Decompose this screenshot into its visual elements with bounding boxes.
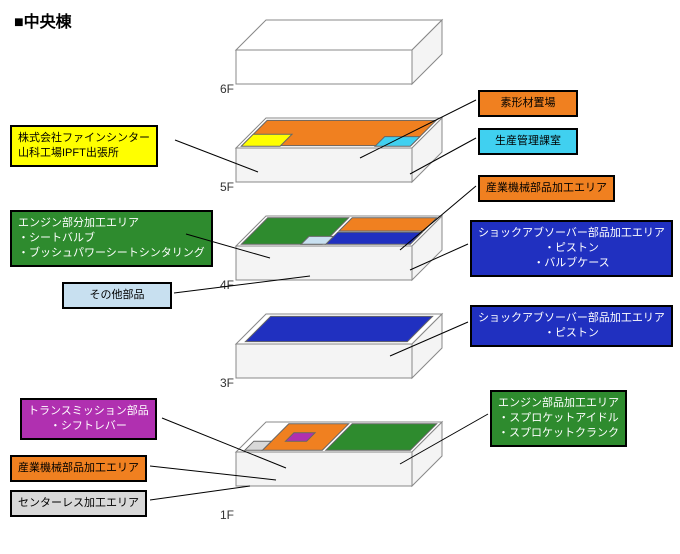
leader-lines: [0, 0, 680, 554]
